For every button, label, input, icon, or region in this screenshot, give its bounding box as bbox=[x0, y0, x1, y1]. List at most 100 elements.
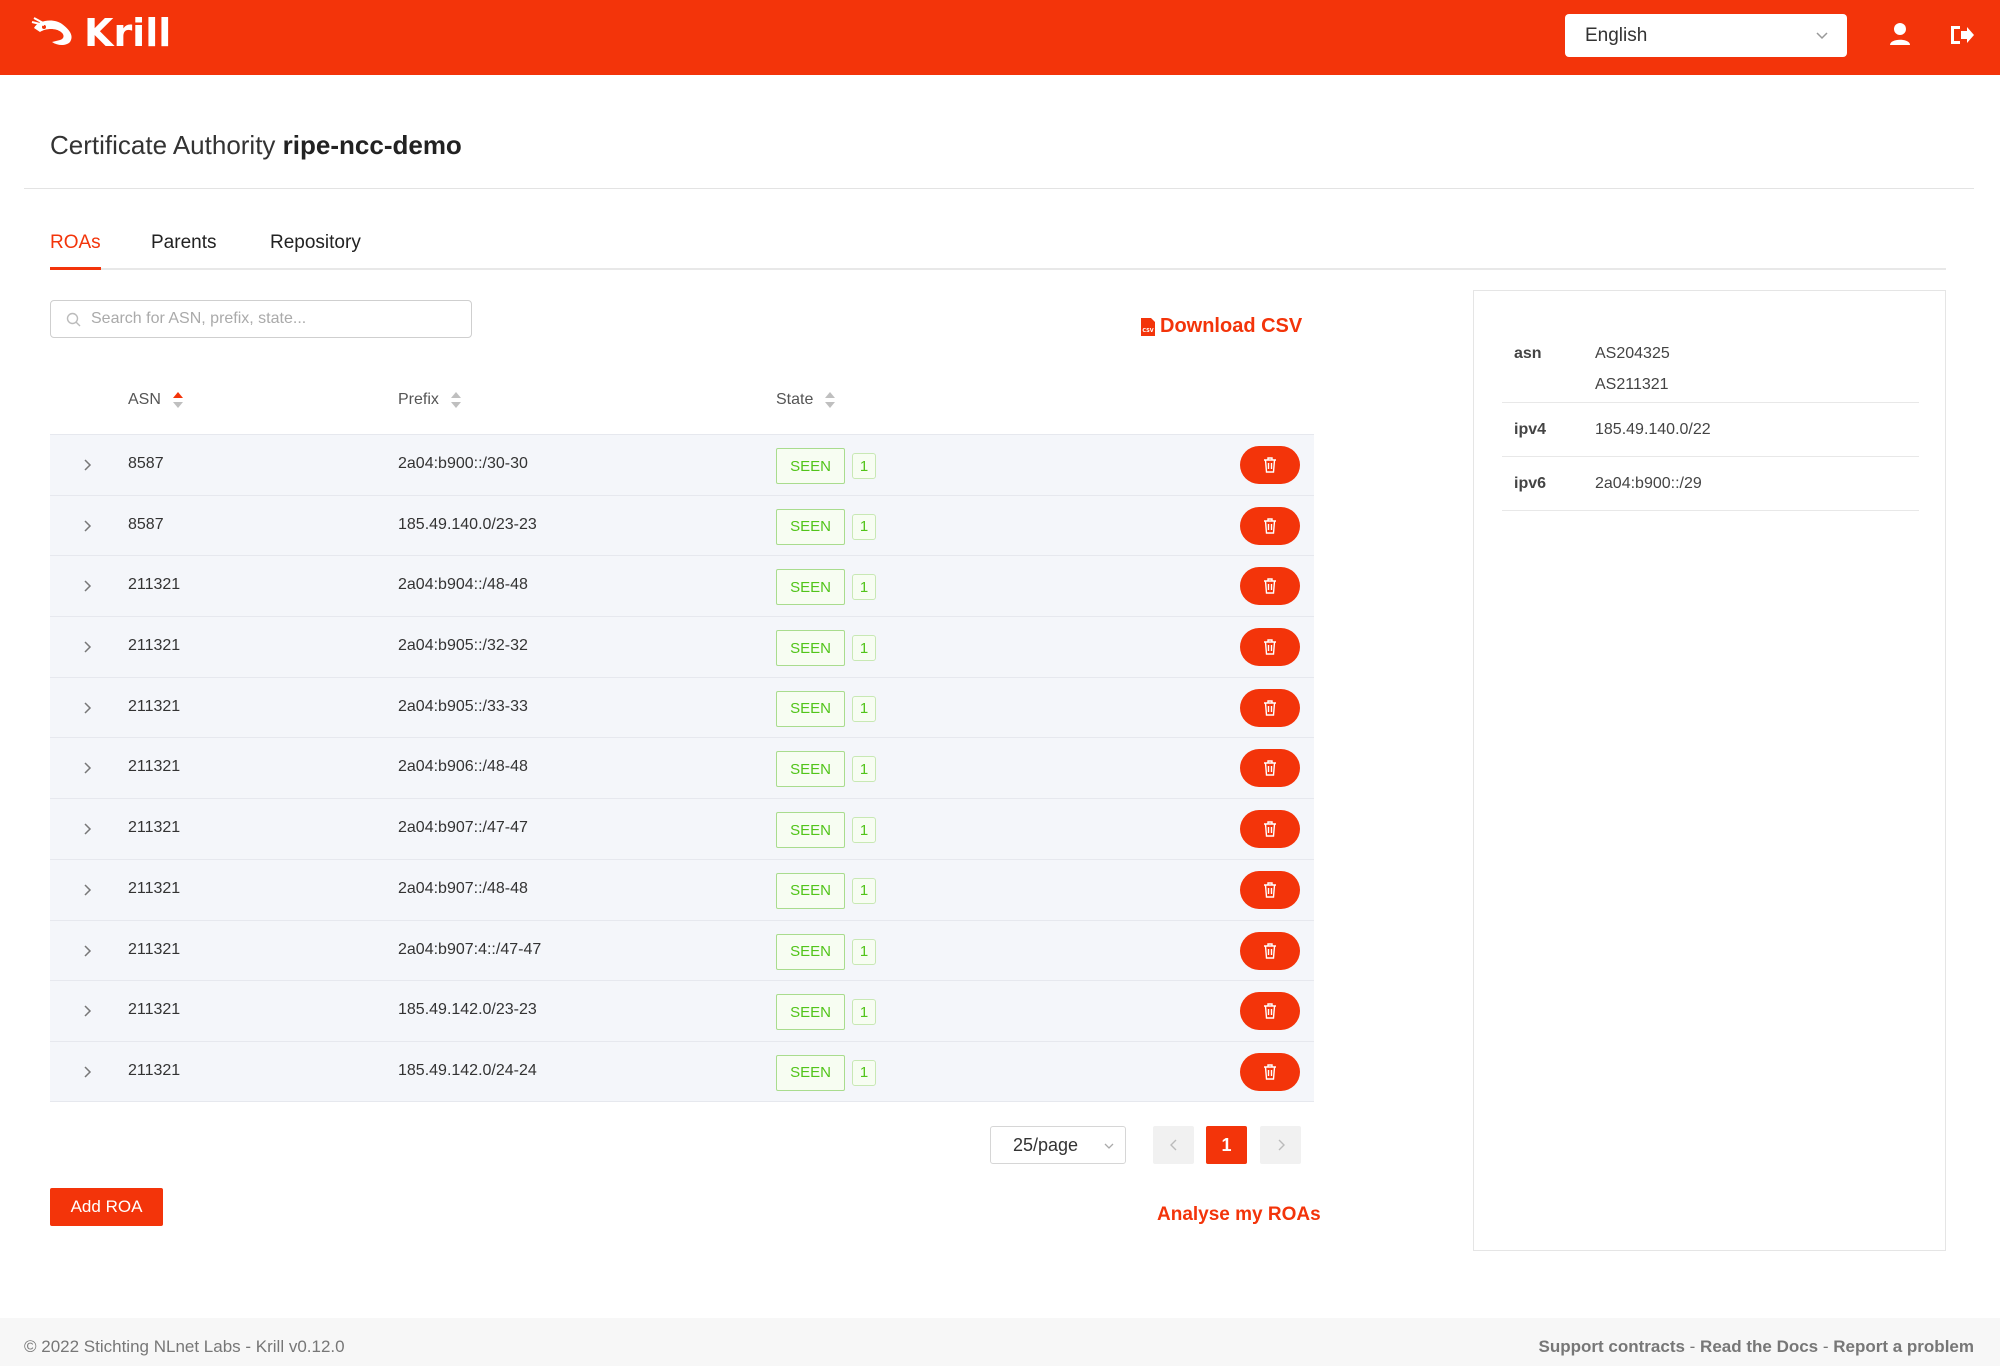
expand-row-icon[interactable] bbox=[80, 943, 94, 959]
expand-row-icon[interactable] bbox=[80, 1003, 94, 1019]
expand-row-icon[interactable] bbox=[80, 578, 94, 594]
trash-icon bbox=[1264, 517, 1276, 534]
resource-row-ipv6: ipv6 2a04:b900::/29 bbox=[1502, 457, 1919, 511]
trash-icon bbox=[1264, 578, 1276, 595]
trash-icon bbox=[1264, 457, 1276, 473]
tab-roas[interactable]: ROAs bbox=[50, 232, 101, 270]
state-count-badge: 1 bbox=[852, 695, 876, 722]
state-count-badge: 1 bbox=[852, 1059, 876, 1086]
ca-name: ripe-ncc-demo bbox=[282, 130, 462, 160]
resource-row-asn: asn AS204325 AS211321 bbox=[1502, 319, 1919, 403]
resource-value: AS204325 bbox=[1595, 345, 1670, 362]
expand-row-icon[interactable] bbox=[80, 457, 94, 473]
expand-row-icon[interactable] bbox=[80, 760, 94, 776]
page-number-button[interactable]: 1 bbox=[1206, 1126, 1247, 1164]
trash-icon bbox=[1264, 821, 1276, 837]
column-asn[interactable]: ASN bbox=[128, 390, 185, 410]
resource-label: ipv4 bbox=[1514, 421, 1547, 438]
state-count-badge: 1 bbox=[852, 513, 876, 540]
trash-icon bbox=[1264, 700, 1276, 716]
table-row: 211321 2a04:b907:4::/47-47 SEEN 1 bbox=[50, 919, 1314, 981]
logout-icon[interactable] bbox=[1947, 20, 1977, 50]
copyright-text: © 2022 Stichting NLnet Labs - Krill v0.1… bbox=[24, 1337, 345, 1356]
row-prefix: 2a04:b905::/32-32 bbox=[398, 637, 528, 655]
expand-row-icon[interactable] bbox=[80, 882, 94, 898]
delete-roa-button[interactable] bbox=[1240, 870, 1300, 909]
expand-row-icon[interactable] bbox=[80, 518, 94, 534]
resource-value: AS211321 bbox=[1595, 376, 1669, 393]
trash-icon bbox=[1264, 1064, 1276, 1080]
shrimp-logo-icon bbox=[31, 17, 72, 45]
state-badge: SEEN bbox=[776, 630, 845, 667]
row-prefix: 2a04:b907::/48-48 bbox=[398, 879, 528, 897]
table-row: 211321 2a04:b905::/32-32 SEEN 1 bbox=[50, 616, 1314, 677]
delete-roa-button[interactable] bbox=[1240, 992, 1300, 1031]
row-asn: 211321 bbox=[128, 637, 181, 655]
state-count-badge: 1 bbox=[852, 756, 876, 783]
tab-parents[interactable]: Parents bbox=[151, 232, 217, 253]
delete-roa-button[interactable] bbox=[1240, 749, 1300, 788]
row-asn: 211321 bbox=[128, 940, 181, 958]
chevron-right-icon bbox=[1278, 1139, 1285, 1151]
row-asn: 211321 bbox=[128, 1061, 181, 1079]
delete-roa-button[interactable] bbox=[1240, 567, 1300, 606]
state-badge: SEEN bbox=[776, 812, 845, 849]
search-input[interactable]: Search for ASN, prefix, state... bbox=[50, 300, 472, 338]
csv-file-icon: CSV bbox=[1141, 317, 1155, 336]
row-prefix: 185.49.142.0/23-23 bbox=[398, 1001, 537, 1019]
brand-name: Krill bbox=[84, 11, 172, 55]
trash-icon bbox=[1264, 1003, 1276, 1019]
download-csv-link[interactable]: CSV Download CSV bbox=[1140, 315, 1302, 338]
footer-separator: - bbox=[1818, 1337, 1834, 1356]
column-asn-label: ASN bbox=[128, 391, 161, 408]
table-row: 8587 185.49.140.0/23-23 SEEN 1 bbox=[50, 494, 1314, 556]
expand-row-icon[interactable] bbox=[80, 821, 94, 837]
delete-roa-button[interactable] bbox=[1240, 506, 1300, 545]
expand-row-icon[interactable] bbox=[80, 639, 94, 655]
resource-label: ipv6 bbox=[1514, 475, 1547, 492]
user-icon[interactable] bbox=[1885, 20, 1915, 50]
sort-icon bbox=[450, 392, 461, 408]
delete-roa-button[interactable] bbox=[1240, 931, 1300, 970]
column-prefix[interactable]: Prefix bbox=[398, 390, 463, 410]
column-state[interactable]: State bbox=[776, 390, 837, 410]
expand-row-icon[interactable] bbox=[80, 1064, 94, 1080]
support-contracts-link[interactable]: Support contracts bbox=[1538, 1337, 1685, 1356]
delete-roa-button[interactable] bbox=[1240, 810, 1300, 849]
svg-text:CSV: CSV bbox=[1142, 328, 1153, 334]
row-asn: 8587 bbox=[128, 455, 164, 472]
language-select[interactable]: English bbox=[1565, 14, 1847, 57]
download-csv-label: Download CSV bbox=[1160, 315, 1303, 337]
read-the-docs-link[interactable]: Read the Docs bbox=[1700, 1337, 1819, 1356]
state-badge: SEEN bbox=[776, 569, 845, 606]
add-roa-button[interactable]: Add ROA bbox=[50, 1188, 163, 1226]
next-page-button[interactable] bbox=[1260, 1126, 1301, 1164]
report-problem-link[interactable]: Report a problem bbox=[1833, 1337, 1974, 1356]
table-row: 211321 2a04:b906::/48-48 SEEN 1 bbox=[50, 737, 1314, 799]
previous-page-button[interactable] bbox=[1153, 1126, 1194, 1164]
state-count-badge: 1 bbox=[852, 453, 876, 479]
chevron-left-icon bbox=[1169, 1139, 1176, 1151]
row-asn: 211321 bbox=[128, 576, 181, 594]
analyse-roas-link[interactable]: Analyse my ROAs bbox=[1157, 1204, 1321, 1225]
krill-logo[interactable]: Krill bbox=[30, 14, 171, 52]
page-size-select[interactable]: 25/page bbox=[990, 1126, 1126, 1164]
tab-repository[interactable]: Repository bbox=[270, 232, 361, 253]
column-state-label: State bbox=[776, 391, 814, 408]
table-row: 8587 2a04:b900::/30-30 SEEN 1 bbox=[50, 434, 1314, 495]
row-prefix: 185.49.140.0/23-23 bbox=[398, 515, 537, 533]
delete-roa-button[interactable] bbox=[1240, 628, 1300, 667]
table-row: 211321 2a04:b907::/48-48 SEEN 1 bbox=[50, 858, 1314, 920]
row-prefix: 2a04:b907::/47-47 bbox=[398, 819, 528, 837]
table-row: 211321 2a04:b904::/48-48 SEEN 1 bbox=[50, 555, 1314, 617]
delete-roa-button[interactable] bbox=[1240, 688, 1300, 727]
roa-table-header: ASN Prefix State bbox=[50, 380, 1314, 434]
trash-icon bbox=[1264, 639, 1276, 655]
resource-label: asn bbox=[1514, 345, 1542, 362]
delete-roa-button[interactable] bbox=[1240, 1052, 1300, 1091]
expand-row-icon[interactable] bbox=[80, 700, 94, 716]
delete-roa-button[interactable] bbox=[1240, 446, 1300, 484]
resource-value: 2a04:b900::/29 bbox=[1595, 475, 1702, 492]
table-row: 211321 185.49.142.0/23-23 SEEN 1 bbox=[50, 980, 1314, 1041]
state-count-badge: 1 bbox=[852, 574, 876, 601]
